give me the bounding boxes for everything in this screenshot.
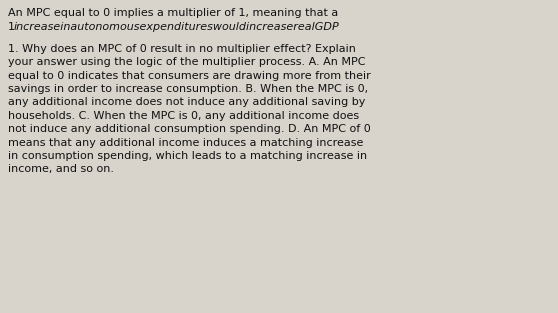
Text: 1. Why does an MPC of 0 result in no multiplier effect? Explain
your answer usin: 1. Why does an MPC of 0 result in no mul… bbox=[8, 44, 371, 174]
Text: An MPC equal to 0 implies a multiplier of 1, meaning that a: An MPC equal to 0 implies a multiplier o… bbox=[8, 8, 338, 18]
Text: 1: 1 bbox=[8, 22, 15, 32]
Text: increaseinautonomousexpenditureswouldincreaserealGDP: increaseinautonomousexpenditureswouldinc… bbox=[14, 22, 340, 32]
